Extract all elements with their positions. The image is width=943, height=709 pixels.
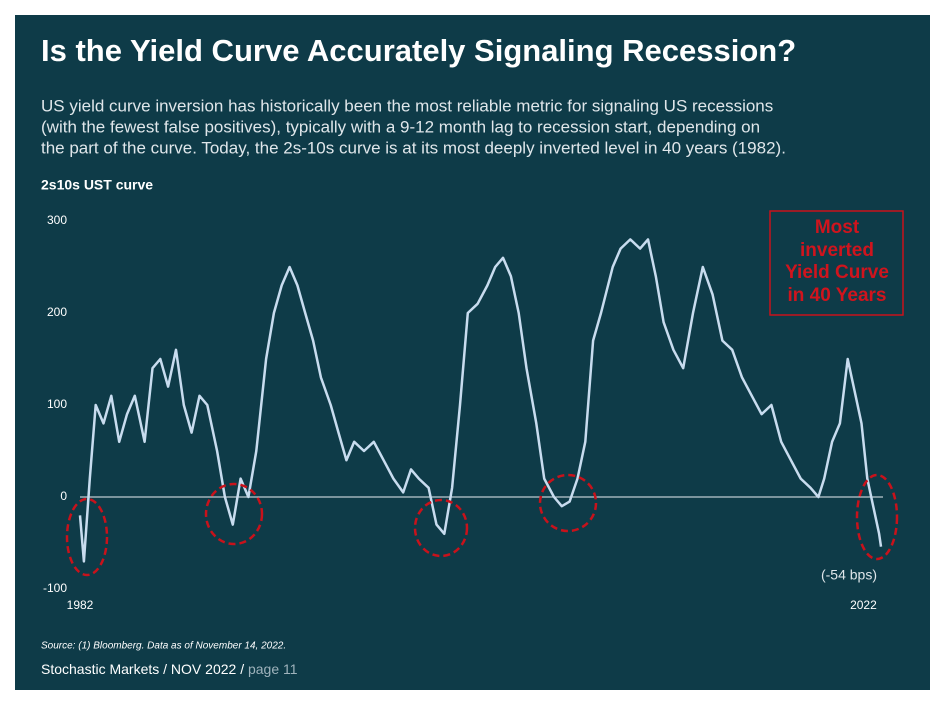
annotation-box-line: in 40 Years [788, 285, 887, 306]
inversion-circle [855, 473, 899, 561]
slide-background [15, 15, 930, 690]
subtitle-line: the part of the curve. Today, the 2s-10s… [41, 138, 786, 157]
inversion-circle [204, 482, 264, 546]
x-tick-label: 1982 [67, 598, 94, 612]
subtitle-line: (with the fewest false positives), typic… [41, 117, 760, 136]
y-tick-label: 300 [47, 213, 67, 227]
annotation-box-line: Yield Curve [785, 262, 889, 283]
y-tick-label: 0 [60, 489, 67, 503]
annotation-box-line: Most [815, 217, 860, 238]
recession-circles [65, 473, 899, 577]
y-axis-label: 2s10s UST curve [41, 177, 153, 193]
footer: Stochastic Markets / NOV 2022 / page 11 [41, 661, 298, 677]
inversion-circle [538, 473, 598, 533]
latest-annotation: (-54 bps) [821, 567, 877, 583]
y-tick-label: -100 [43, 581, 67, 595]
inversion-circle [413, 498, 469, 558]
annotation-box-line: inverted [800, 240, 874, 261]
footer-page: page 11 [248, 661, 298, 677]
subtitle-line: US yield curve inversion has historicall… [41, 96, 773, 115]
source: Source: (1) Bloomberg. Data as of Novemb… [41, 641, 286, 652]
title: Is the Yield Curve Accurately Signaling … [41, 33, 796, 68]
y-tick-label: 100 [47, 397, 67, 411]
yield-curve-line [78, 238, 883, 563]
footer-main: Stochastic Markets / NOV 2022 / [41, 661, 244, 677]
y-tick-label: 200 [47, 305, 67, 319]
inversion-circle [65, 497, 109, 577]
x-tick-label: 2022 [850, 598, 877, 612]
annotation-box [769, 210, 904, 316]
